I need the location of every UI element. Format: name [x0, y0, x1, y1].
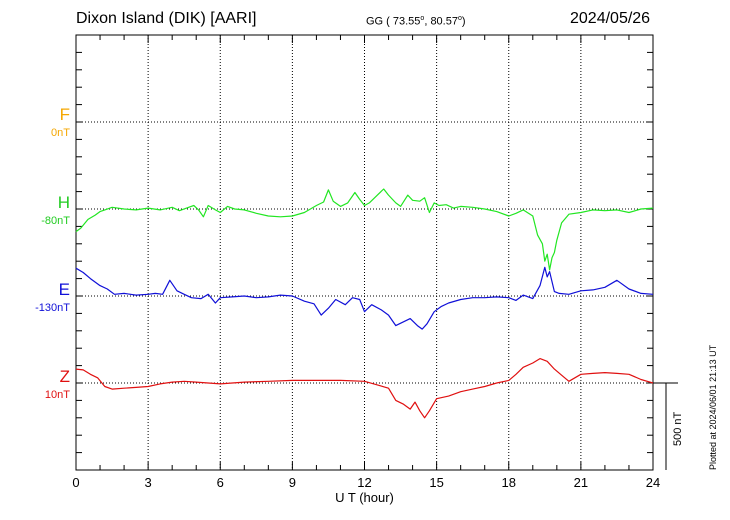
- component-label-e: E -130nT: [35, 280, 70, 314]
- x-tick-label: 3: [145, 475, 152, 490]
- component-offset-z: 10nT: [44, 389, 70, 401]
- coords-close: ): [461, 15, 466, 28]
- plotted-timestamp: Plotted at 2024/06/01 21:13 UT: [708, 344, 718, 470]
- plot-date: 2024/05/26: [570, 10, 651, 27]
- component-letter-h: H: [57, 193, 70, 212]
- x-tick-label: 18: [502, 475, 516, 490]
- component-letter-f: F: [59, 105, 70, 124]
- component-offset-f: 0nT: [51, 127, 70, 139]
- scale-bar-label: 500 nT: [672, 411, 684, 446]
- x-tick-label: 6: [217, 475, 224, 490]
- component-label-z: Z 10nT: [45, 367, 70, 401]
- series-line-h: [75, 188, 654, 271]
- component-offset-h: -80nT: [41, 215, 70, 227]
- x-tick-label: 15: [429, 475, 443, 490]
- coords-lat: GG ( 73.55: [366, 15, 421, 28]
- component-label-h: H -80nT: [41, 193, 70, 227]
- x-axis-title: U T (hour): [335, 490, 394, 505]
- x-tick-label: 21: [574, 475, 588, 490]
- station-title: Dixon Island (DIK) [AARI]: [76, 10, 257, 27]
- component-letter-z: Z: [59, 367, 70, 386]
- component-offset-e: -130nT: [35, 302, 70, 314]
- degree-mark-lat: o: [420, 15, 425, 22]
- x-tick-label: 9: [289, 475, 296, 490]
- degree-mark-lon: o: [457, 15, 462, 22]
- series-line-e: [75, 266, 654, 330]
- coords-lon: , 80.57: [424, 15, 458, 28]
- x-tick-label: 0: [72, 475, 79, 490]
- x-tick-label: 12: [357, 475, 371, 490]
- station-coordinates: GG ( 73.55o, 80.57o): [366, 15, 466, 28]
- series-line-z: [75, 358, 654, 419]
- component-label-f: F 0nT: [51, 105, 70, 139]
- component-letter-e: E: [58, 280, 70, 299]
- x-tick-label: 24: [646, 475, 660, 490]
